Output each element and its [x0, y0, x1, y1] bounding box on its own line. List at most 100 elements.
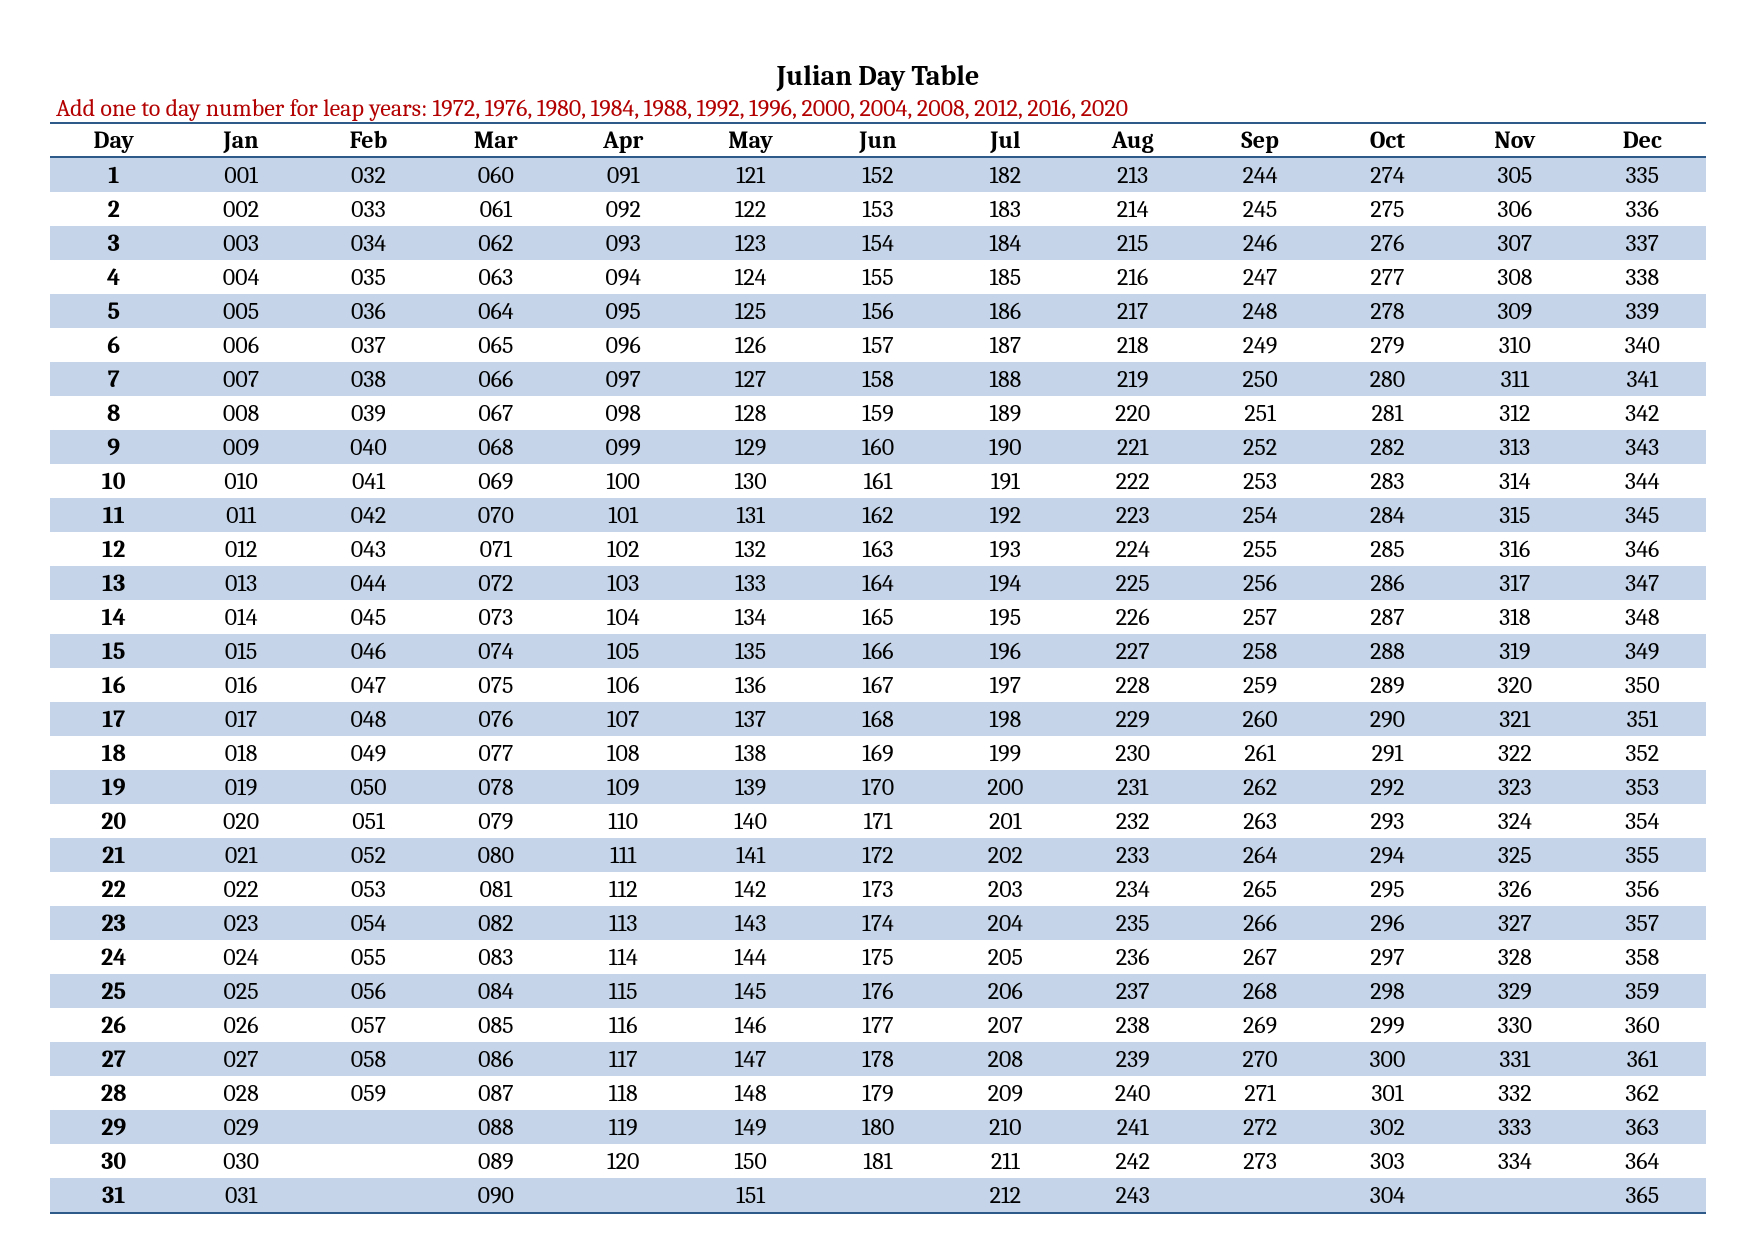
value-cell: 067 — [432, 396, 559, 430]
table-row: 16016047075106136167197228259289320350 — [50, 668, 1706, 702]
value-cell: 034 — [305, 226, 432, 260]
value-cell: 280 — [1324, 362, 1451, 396]
value-cell: 032 — [305, 157, 432, 192]
table-row: 4004035063094124155185216247277308338 — [50, 260, 1706, 294]
value-cell: 361 — [1579, 1042, 1707, 1076]
value-cell: 018 — [177, 736, 304, 770]
day-cell: 15 — [50, 634, 177, 668]
value-cell: 117 — [560, 1042, 687, 1076]
value-cell: 360 — [1579, 1008, 1707, 1042]
value-cell: 035 — [305, 260, 432, 294]
value-cell: 167 — [814, 668, 941, 702]
value-cell: 310 — [1451, 328, 1578, 362]
value-cell: 343 — [1579, 430, 1707, 464]
value-cell: 115 — [560, 974, 687, 1008]
value-cell: 265 — [1196, 872, 1323, 906]
value-cell: 033 — [305, 192, 432, 226]
value-cell: 328 — [1451, 940, 1578, 974]
value-cell: 216 — [1069, 260, 1196, 294]
value-cell: 350 — [1579, 668, 1707, 702]
value-cell: 041 — [305, 464, 432, 498]
table-row: 27027058086117147178208239270300331361 — [50, 1042, 1706, 1076]
table-row: 31031090151212243304365 — [50, 1178, 1706, 1213]
value-cell: 027 — [177, 1042, 304, 1076]
value-cell: 308 — [1451, 260, 1578, 294]
value-cell: 330 — [1451, 1008, 1578, 1042]
table-row: 15015046074105135166196227258288319349 — [50, 634, 1706, 668]
value-cell: 199 — [942, 736, 1069, 770]
value-cell: 357 — [1579, 906, 1707, 940]
value-cell: 059 — [305, 1076, 432, 1110]
value-cell: 346 — [1579, 532, 1707, 566]
value-cell: 313 — [1451, 430, 1578, 464]
value-cell: 323 — [1451, 770, 1578, 804]
value-cell: 074 — [432, 634, 559, 668]
value-cell: 240 — [1069, 1076, 1196, 1110]
col-header-mar: Mar — [432, 123, 559, 157]
day-cell: 30 — [50, 1144, 177, 1178]
value-cell: 086 — [432, 1042, 559, 1076]
value-cell: 098 — [560, 396, 687, 430]
table-row: 8008039067098128159189220251281312342 — [50, 396, 1706, 430]
col-header-sep: Sep — [1196, 123, 1323, 157]
leap-year-note: Add one to day number for leap years: 19… — [50, 94, 1706, 122]
value-cell: 164 — [814, 566, 941, 600]
value-cell: 085 — [432, 1008, 559, 1042]
value-cell: 195 — [942, 600, 1069, 634]
day-cell: 26 — [50, 1008, 177, 1042]
value-cell: 221 — [1069, 430, 1196, 464]
value-cell: 044 — [305, 566, 432, 600]
day-cell: 16 — [50, 668, 177, 702]
value-cell: 173 — [814, 872, 941, 906]
value-cell: 172 — [814, 838, 941, 872]
day-cell: 29 — [50, 1110, 177, 1144]
col-header-may: May — [687, 123, 814, 157]
value-cell: 317 — [1451, 566, 1578, 600]
value-cell: 006 — [177, 328, 304, 362]
value-cell: 213 — [1069, 157, 1196, 192]
value-cell: 122 — [687, 192, 814, 226]
value-cell: 258 — [1196, 634, 1323, 668]
value-cell: 189 — [942, 396, 1069, 430]
day-cell: 23 — [50, 906, 177, 940]
value-cell: 114 — [560, 940, 687, 974]
value-cell: 005 — [177, 294, 304, 328]
value-cell: 203 — [942, 872, 1069, 906]
value-cell: 354 — [1579, 804, 1707, 838]
table-row: 23023054082113143174204235266296327357 — [50, 906, 1706, 940]
value-cell: 135 — [687, 634, 814, 668]
value-cell: 043 — [305, 532, 432, 566]
value-cell: 300 — [1324, 1042, 1451, 1076]
value-cell: 311 — [1451, 362, 1578, 396]
value-cell: 270 — [1196, 1042, 1323, 1076]
value-cell: 263 — [1196, 804, 1323, 838]
day-cell: 17 — [50, 702, 177, 736]
value-cell: 225 — [1069, 566, 1196, 600]
value-cell: 297 — [1324, 940, 1451, 974]
value-cell: 163 — [814, 532, 941, 566]
col-header-jul: Jul — [942, 123, 1069, 157]
value-cell: 193 — [942, 532, 1069, 566]
col-header-nov: Nov — [1451, 123, 1578, 157]
value-cell: 187 — [942, 328, 1069, 362]
value-cell: 176 — [814, 974, 941, 1008]
value-cell: 275 — [1324, 192, 1451, 226]
value-cell: 007 — [177, 362, 304, 396]
value-cell: 089 — [432, 1144, 559, 1178]
value-cell: 120 — [560, 1144, 687, 1178]
value-cell: 040 — [305, 430, 432, 464]
col-header-dec: Dec — [1579, 123, 1707, 157]
value-cell: 341 — [1579, 362, 1707, 396]
value-cell: 267 — [1196, 940, 1323, 974]
value-cell: 058 — [305, 1042, 432, 1076]
day-cell: 7 — [50, 362, 177, 396]
table-row: 20020051079110140171201232263293324354 — [50, 804, 1706, 838]
value-cell: 107 — [560, 702, 687, 736]
value-cell: 244 — [1196, 157, 1323, 192]
value-cell: 201 — [942, 804, 1069, 838]
value-cell: 096 — [560, 328, 687, 362]
value-cell: 039 — [305, 396, 432, 430]
day-cell: 22 — [50, 872, 177, 906]
day-cell: 9 — [50, 430, 177, 464]
value-cell: 319 — [1451, 634, 1578, 668]
